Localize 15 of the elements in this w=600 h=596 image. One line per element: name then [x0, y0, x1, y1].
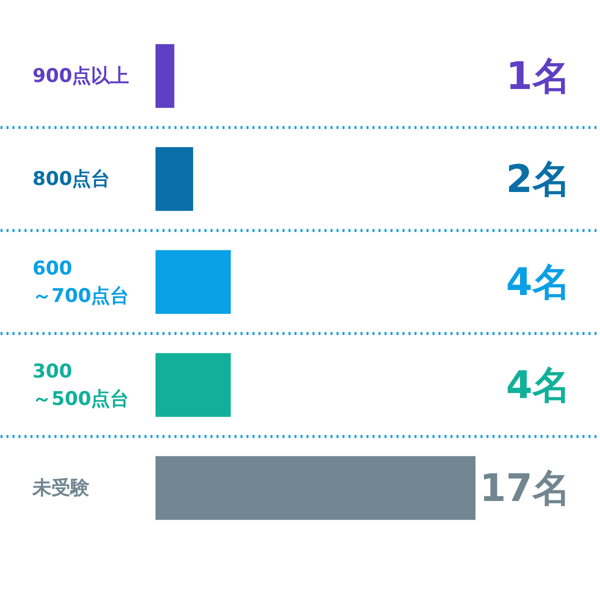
y-tick-label: 未受験: [32, 477, 90, 499]
y-tick-label: 800点台: [32, 168, 110, 190]
bar: [156, 250, 231, 314]
data-label: 17名: [480, 466, 571, 510]
y-tick-label: 300 ～500点台: [32, 360, 130, 410]
data-label: 4名: [506, 363, 571, 407]
y-tick-label: 600 ～700点台: [32, 257, 130, 307]
bar: [156, 353, 231, 417]
data-label: 2名: [506, 157, 571, 201]
y-tick-label: 900点以上: [32, 65, 130, 87]
bar: [156, 44, 174, 108]
data-label: 4名: [506, 260, 571, 304]
data-label: 1名: [506, 54, 571, 98]
bar: [156, 147, 194, 211]
bar: [156, 456, 476, 520]
